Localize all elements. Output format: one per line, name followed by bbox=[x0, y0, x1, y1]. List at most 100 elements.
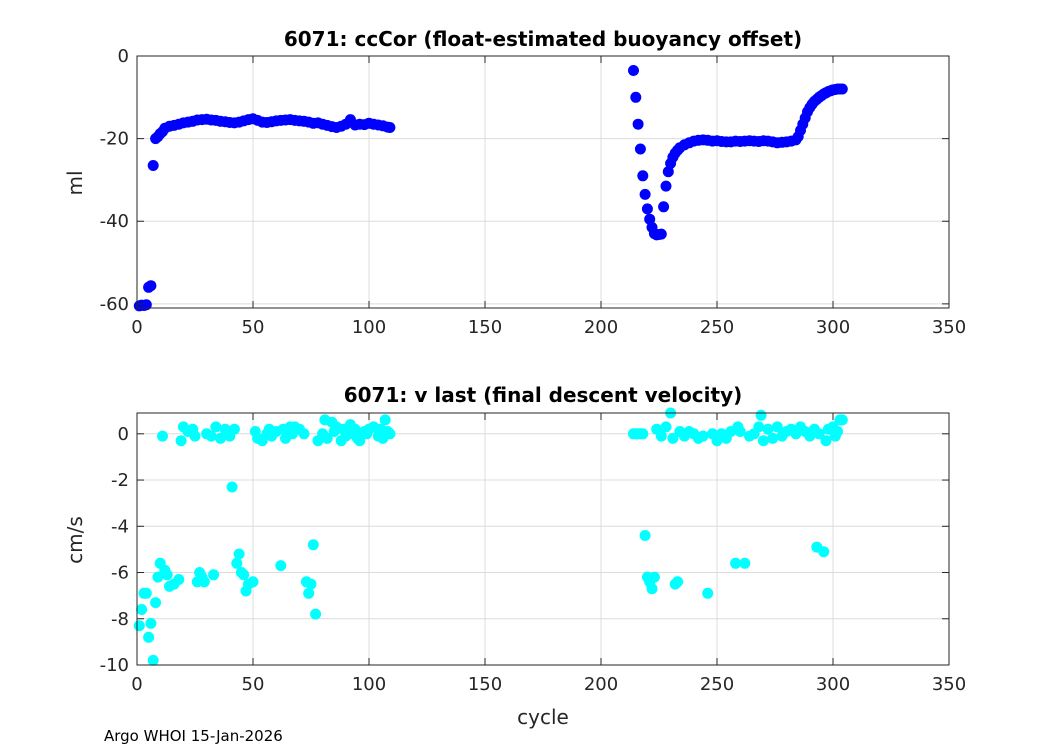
vlast-point bbox=[215, 432, 226, 444]
footer-label: Argo WHOI 15-Jan-2026 bbox=[104, 727, 283, 745]
vlast-point bbox=[175, 435, 187, 447]
vlast-point bbox=[697, 430, 709, 442]
vlast-point bbox=[298, 428, 310, 440]
vlast-axes-box bbox=[136, 412, 950, 666]
cccor-point bbox=[628, 65, 639, 76]
vlast-xtick-label: 200 bbox=[584, 674, 618, 695]
vlast-point bbox=[349, 423, 361, 435]
vlast-point bbox=[660, 421, 672, 433]
vlast-xtick-label: 350 bbox=[932, 674, 966, 695]
cccor-panel: 0 50 100 150 200 250 300 350 0 -20 -40 -60 6071: cc… bbox=[63, 27, 966, 338]
vlast-point bbox=[734, 426, 746, 437]
vlast-point bbox=[228, 423, 240, 435]
cccor-point bbox=[660, 180, 672, 192]
cccor-xtick-label: 50 bbox=[242, 317, 265, 338]
vlast-point bbox=[307, 539, 319, 551]
vlast-point bbox=[730, 557, 742, 569]
vlast-point bbox=[189, 430, 201, 442]
vlast-point bbox=[637, 428, 649, 440]
vlast-point bbox=[305, 578, 317, 590]
vlast-point bbox=[226, 481, 238, 493]
vlast-ytick-label: -6 bbox=[111, 563, 129, 584]
vlast-point bbox=[147, 654, 159, 666]
vlast-point bbox=[753, 421, 765, 433]
vlast-point bbox=[646, 583, 658, 595]
vlast-point bbox=[231, 557, 243, 569]
vlast-title: 6071: v last (final descent velocity) bbox=[344, 383, 743, 407]
vlast-point bbox=[247, 576, 259, 588]
vlast-point bbox=[762, 423, 774, 435]
vlast-xtick-label: 0 bbox=[131, 674, 142, 695]
vlast-point bbox=[157, 430, 168, 442]
cccor-ytick-label: -20 bbox=[100, 129, 129, 150]
cccor-point bbox=[632, 118, 644, 130]
vlast-point bbox=[820, 435, 832, 447]
vlast-ytick-label: 0 bbox=[118, 424, 129, 445]
vlast-ylabel: cm/s bbox=[63, 516, 87, 564]
vlast-point bbox=[813, 428, 825, 440]
vlast-xtick-label: 50 bbox=[242, 674, 265, 695]
vlast-point bbox=[667, 432, 679, 444]
vlast-xtick-label: 250 bbox=[700, 674, 734, 695]
vlast-point bbox=[136, 604, 148, 615]
cccor-xtick-label: 250 bbox=[700, 317, 734, 338]
vlast-point bbox=[832, 426, 844, 437]
vlast-xtick-label: 150 bbox=[468, 674, 502, 695]
vlast-point bbox=[384, 428, 396, 440]
vlast-point bbox=[152, 571, 164, 583]
vlast-point bbox=[198, 576, 210, 588]
cccor-title: 6071: ccCor (float-estimated buoyancy of… bbox=[284, 27, 802, 51]
vlast-point bbox=[767, 432, 779, 444]
vlast-ytick-label: -10 bbox=[100, 655, 129, 676]
vlast-point bbox=[150, 597, 162, 609]
vlast-point bbox=[275, 560, 287, 572]
vlast-point bbox=[143, 631, 155, 643]
vlast-point bbox=[672, 576, 684, 588]
vlast-point bbox=[648, 571, 660, 583]
vlast-point bbox=[321, 432, 333, 444]
vlast-point bbox=[739, 557, 751, 569]
cccor-point bbox=[384, 122, 396, 133]
cccor-point bbox=[145, 280, 157, 292]
vlast-point bbox=[379, 414, 391, 426]
vlast-point bbox=[161, 569, 173, 581]
cccor-point bbox=[658, 201, 670, 213]
vlast-point bbox=[757, 435, 769, 447]
vlast-point bbox=[310, 608, 322, 620]
vlast-point bbox=[354, 435, 366, 447]
vlast-point bbox=[233, 548, 245, 560]
cccor-point bbox=[140, 299, 152, 311]
cccor-point bbox=[637, 170, 649, 182]
cccor-point bbox=[639, 188, 651, 200]
cccor-ytick-label: -60 bbox=[100, 294, 129, 315]
cccor-xtick-label: 100 bbox=[352, 317, 386, 338]
cccor-point bbox=[641, 203, 653, 215]
vlast-point bbox=[655, 430, 667, 442]
cccor-xtick-label: 350 bbox=[932, 317, 966, 338]
vlast-point bbox=[818, 546, 830, 558]
vlast-xtick-label: 100 bbox=[352, 674, 386, 695]
vlast-xtick-label: 300 bbox=[816, 674, 850, 695]
cccor-ytick-label: -40 bbox=[100, 211, 129, 232]
vlast-point bbox=[303, 587, 315, 599]
cccor-xtick-label: 300 bbox=[816, 317, 850, 338]
cccor-xtick-label: 0 bbox=[131, 317, 142, 338]
vlast-point bbox=[771, 421, 783, 433]
cccor-ytick-label: 0 bbox=[118, 46, 129, 67]
cccor-xtick-label: 200 bbox=[584, 317, 618, 338]
vlast-point bbox=[140, 587, 152, 599]
vlast-point bbox=[133, 620, 145, 632]
vlast-point bbox=[173, 574, 185, 585]
vlast-panel: 0 50 100 150 200 250 300 350 0 -2 -4 -6 -8 -10 6071: … bbox=[63, 383, 966, 729]
vlast-xlabel: cycle bbox=[517, 705, 569, 729]
vlast-point bbox=[755, 409, 767, 421]
vlast-point bbox=[238, 569, 250, 581]
cccor-point bbox=[634, 143, 646, 155]
vlast-point bbox=[205, 430, 217, 442]
cccor-point bbox=[147, 160, 159, 171]
cccor-axes-box bbox=[136, 55, 950, 309]
vlast-point bbox=[639, 530, 651, 541]
cccor-point bbox=[662, 166, 674, 178]
